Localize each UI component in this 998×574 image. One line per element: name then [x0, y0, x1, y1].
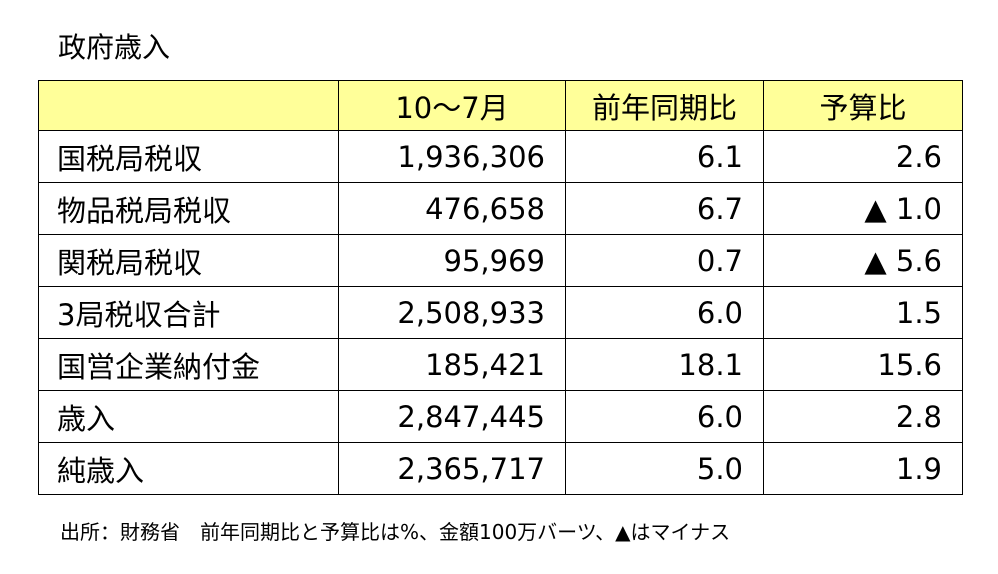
value-cell: 2,508,933: [338, 286, 566, 339]
value-cell: 1.9: [763, 442, 963, 495]
row-label: 歳入: [38, 390, 339, 443]
table-row: 3局税収合計 2,508,933 6.0 1.5: [38, 286, 963, 339]
value-cell: 185,421: [338, 338, 566, 391]
value-cell: 2,847,445: [338, 390, 566, 443]
table-row: 物品税局税収 476,658 6.7 ▲ 1.0: [38, 182, 963, 235]
value-cell: 5.0: [565, 442, 764, 495]
value-cell: 95,969: [338, 234, 566, 287]
header-cell: [38, 80, 339, 131]
table-body: 10～7月 前年同期比 予算比 国税局税収 1,936,306 6.1 2.6 物品税局税収…: [38, 80, 963, 495]
value-cell: 6.7: [565, 182, 764, 235]
value-cell: 1,936,306: [338, 130, 566, 183]
value-cell: 6.1: [565, 130, 764, 183]
header-cell: 前年同期比: [565, 80, 764, 131]
value-cell: ▲ 1.0: [763, 182, 963, 235]
header-cell: 10～7月: [338, 80, 566, 131]
footnote: 出所：財務省 前年同期比と予算比は%、金額100万バーツ、▲はマイナス: [60, 520, 731, 544]
value-cell: 0.7: [565, 234, 764, 287]
value-cell: ▲ 5.6: [763, 234, 963, 287]
table-row: 国営企業納付金 185,421 18.1 15.6: [38, 338, 963, 391]
row-label: 国税局税収: [38, 130, 339, 183]
revenue-table: 10～7月 前年同期比 予算比 国税局税収 1,936,306 6.1 2.6 物品税局税収…: [38, 80, 963, 495]
value-cell: 18.1: [565, 338, 764, 391]
value-cell: 2,365,717: [338, 442, 566, 495]
header-cell: 予算比: [763, 80, 963, 131]
table-row: 国税局税収 1,936,306 6.1 2.6: [38, 130, 963, 183]
table-row: 歳入 2,847,445 6.0 2.8: [38, 390, 963, 443]
value-cell: 6.0: [565, 390, 764, 443]
title: 政府歳入: [58, 31, 171, 64]
value-cell: 1.5: [763, 286, 963, 339]
row-label: 国営企業納付金: [38, 338, 339, 391]
header-row: 10～7月 前年同期比 予算比: [38, 80, 963, 131]
value-cell: 6.0: [565, 286, 764, 339]
row-label: 純歳入: [38, 442, 339, 495]
row-label: 物品税局税収: [38, 182, 339, 235]
row-label: 3局税収合計: [38, 286, 339, 339]
row-label: 関税局税収: [38, 234, 339, 287]
value-cell: 476,658: [338, 182, 566, 235]
value-cell: 2.8: [763, 390, 963, 443]
table-row: 純歳入 2,365,717 5.0 1.9: [38, 442, 963, 495]
value-cell: 2.6: [763, 130, 963, 183]
value-cell: 15.6: [763, 338, 963, 391]
table-row: 関税局税収 95,969 0.7 ▲ 5.6: [38, 234, 963, 287]
